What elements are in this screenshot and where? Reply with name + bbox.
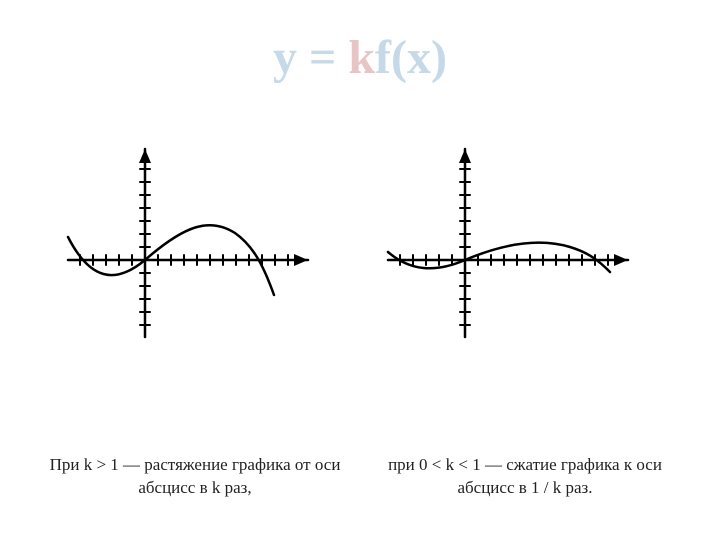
captions-row: При k > 1 — растяжение графика от оси аб… — [0, 454, 720, 500]
chart-left — [50, 125, 350, 365]
page-title: y = kf(x) — [0, 0, 720, 85]
caption-left: При k > 1 — растяжение графика от оси аб… — [35, 454, 355, 500]
chart-left-svg — [50, 125, 350, 365]
caption-right: при 0 < k < 1 — сжатие графика к оси абс… — [365, 454, 685, 500]
chart-right — [370, 125, 670, 365]
title-y: y — [273, 31, 297, 84]
chart-right-svg — [370, 125, 670, 365]
curve-right — [388, 243, 610, 272]
title-eq: = — [297, 31, 348, 84]
charts-row — [0, 125, 720, 365]
title-k: k — [348, 31, 375, 84]
title-fx: f(x) — [375, 31, 447, 84]
